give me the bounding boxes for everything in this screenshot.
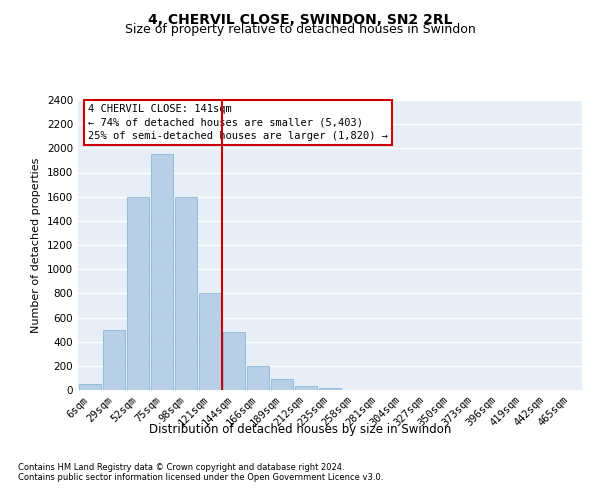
Bar bbox=[223, 332, 245, 390]
Y-axis label: Number of detached properties: Number of detached properties bbox=[31, 158, 41, 332]
Bar bbox=[103, 330, 125, 390]
Bar bbox=[295, 386, 317, 390]
Bar bbox=[199, 294, 221, 390]
Text: 4, CHERVIL CLOSE, SWINDON, SN2 2RL: 4, CHERVIL CLOSE, SWINDON, SN2 2RL bbox=[148, 12, 452, 26]
Text: Contains public sector information licensed under the Open Government Licence v3: Contains public sector information licen… bbox=[18, 472, 383, 482]
Text: Contains HM Land Registry data © Crown copyright and database right 2024.: Contains HM Land Registry data © Crown c… bbox=[18, 462, 344, 471]
Bar bbox=[79, 384, 101, 390]
Bar bbox=[151, 154, 173, 390]
Bar bbox=[127, 196, 149, 390]
Bar bbox=[271, 379, 293, 390]
Bar bbox=[247, 366, 269, 390]
Bar bbox=[319, 388, 341, 390]
Text: 4 CHERVIL CLOSE: 141sqm
← 74% of detached houses are smaller (5,403)
25% of semi: 4 CHERVIL CLOSE: 141sqm ← 74% of detache… bbox=[88, 104, 388, 141]
Text: Distribution of detached houses by size in Swindon: Distribution of detached houses by size … bbox=[149, 422, 451, 436]
Bar bbox=[175, 196, 197, 390]
Text: Size of property relative to detached houses in Swindon: Size of property relative to detached ho… bbox=[125, 22, 475, 36]
